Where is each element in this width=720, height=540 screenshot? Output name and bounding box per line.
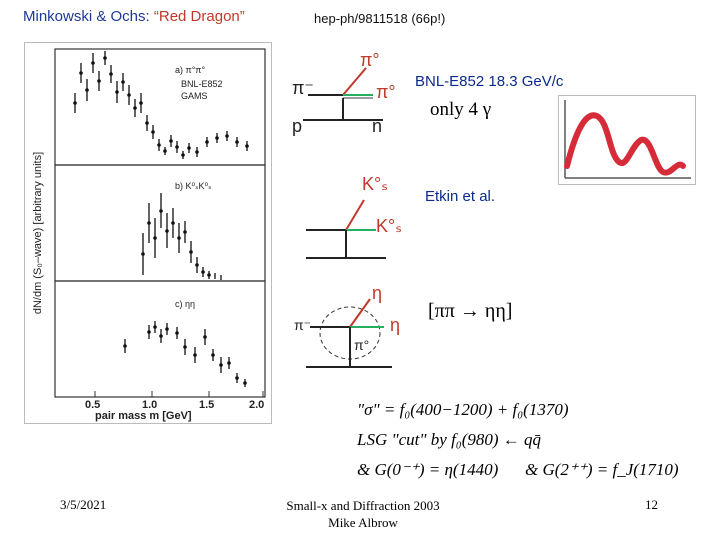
- panel-c-data: [124, 321, 246, 387]
- d3-pi-prime: π°: [354, 337, 370, 353]
- feynman-diagram-ksks: K°ₛ K°ₛ: [296, 172, 406, 272]
- y-axis-label-wrap: dN/dm (S₀–wave) [arbitrary units]: [25, 83, 51, 383]
- x-axis-label: pair mass m [GeV]: [95, 410, 192, 422]
- panel-c-label: c) ηη: [175, 299, 196, 309]
- etkin-label: Etkin et al.: [425, 188, 496, 205]
- d2-ks-top: K°ₛ: [362, 174, 388, 194]
- y-axis-label: dN/dm (S₀–wave) [arbitrary units]: [32, 151, 44, 315]
- mass-spectrum-figure: dN/dm (S₀–wave) [arbitrary units] 0.5 1.…: [24, 42, 272, 424]
- panel-a-data: [74, 51, 248, 159]
- d3-eta-top: η: [372, 283, 383, 303]
- d2-ks-bottom: K°ₛ: [376, 216, 402, 236]
- red-curve-svg: [564, 100, 691, 179]
- d1-n: n: [372, 116, 383, 136]
- d1-pi0-top: π°: [360, 50, 380, 70]
- only-4-gamma: only 4 γ: [430, 99, 492, 120]
- x-tick-0-5: 0.5: [85, 399, 101, 411]
- d3-pi-minus: π⁻: [294, 317, 312, 333]
- title-authors: Minkowski & Ochs:: [23, 8, 154, 25]
- title-quote: “Red Dragon”: [153, 8, 245, 25]
- x-tick-1-0: 1.0: [142, 399, 158, 411]
- footer-page-number: 12: [645, 497, 658, 512]
- equation-line-3a: & G(0⁻⁺) = η(1440): [357, 460, 499, 479]
- legend-bnl: BNL-E852: [181, 79, 223, 89]
- x-tick-1-5: 1.5: [199, 399, 215, 411]
- footer-conference: Small-x and Diffraction 2003: [286, 498, 440, 513]
- panel-a-label: a) π°π°: [175, 65, 206, 75]
- slide-title: Minkowski & Ochs: “Red Dragon”: [23, 8, 245, 25]
- feynman-diagram-pi0pi0: π⁻ π° π° p n: [288, 50, 398, 140]
- red-curve-inset: [558, 95, 696, 185]
- diagram-1-svg: [303, 67, 383, 121]
- d3-eta-right: η: [390, 315, 401, 335]
- d1-pi-minus: π⁻: [292, 78, 314, 98]
- panel-b-label: b) K⁰ₛK⁰ₛ: [175, 181, 212, 191]
- diagram-3-svg: [306, 298, 392, 368]
- paper-reference: hep-ph/9811518 (66p!): [314, 11, 446, 26]
- reaction-label: [ππ → ηη]: [428, 300, 513, 322]
- legend-gams: GAMS: [181, 91, 208, 101]
- footer-author: Mike Albrow: [328, 515, 398, 530]
- d1-p: p: [292, 116, 303, 136]
- x-tick-2-0: 2.0: [249, 399, 265, 411]
- d1-pi0-right: π°: [376, 82, 396, 102]
- feynman-diagram-etaeta: η η π⁻ π°: [292, 283, 407, 382]
- footer-date: 3/5/2021: [60, 497, 107, 512]
- equation-line-2: LSG "cut" by f₀(980) ← qq̄: [357, 430, 542, 449]
- equation-line-3b: & G(2⁺⁺) = f_J(1710): [525, 460, 679, 479]
- mass-spectrum-svg: [54, 48, 266, 398]
- diagram-2-svg: [306, 199, 386, 259]
- equation-line-1: "σ" = f₀(400−1200) + f₀(1370): [357, 400, 569, 419]
- bnl-label: BNL-E852 18.3 GeV/c: [415, 73, 564, 90]
- footer-center: Small-x and Diffraction 2003 Mike Albrow: [283, 497, 443, 531]
